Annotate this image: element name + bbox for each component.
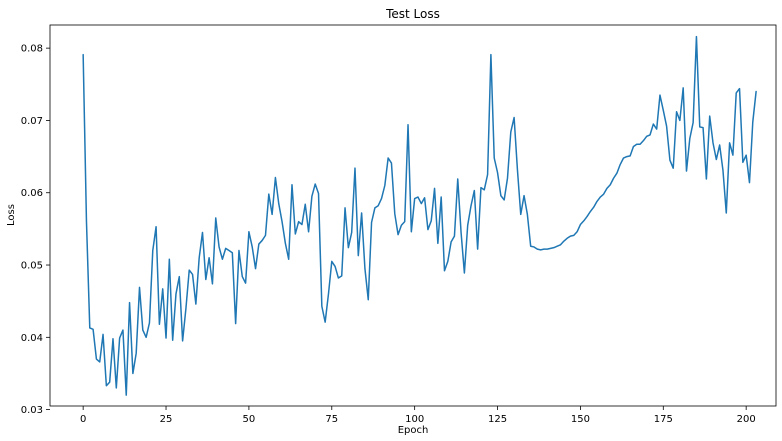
x-tick-label: 200 — [737, 414, 756, 425]
x-tick-label: 0 — [80, 414, 86, 425]
x-tick-label: 75 — [325, 414, 338, 425]
x-tick-label: 50 — [243, 414, 256, 425]
y-tick-label: 0.03 — [21, 405, 43, 416]
x-tick-label: 100 — [405, 414, 424, 425]
y-tick-label: 0.05 — [21, 261, 43, 272]
x-tick-label: 125 — [488, 414, 507, 425]
x-tick-label: 175 — [654, 414, 673, 425]
x-tick-label: 25 — [160, 414, 173, 425]
y-tick-label: 0.07 — [21, 116, 43, 127]
plot-area — [49, 24, 777, 407]
x-axis-label: Epoch — [398, 425, 429, 436]
y-tick-label: 0.08 — [21, 44, 43, 55]
y-axis-label: Loss — [6, 204, 17, 226]
series-line-test-loss — [82, 35, 757, 396]
y-tick-label: 0.04 — [21, 333, 43, 344]
axes-frame — [49, 24, 777, 407]
x-tick-label: 150 — [571, 414, 590, 425]
y-axis-ticks: 0.03 0.04 0.05 0.06 0.07 0.08 — [21, 44, 50, 416]
y-tick-label: 0.06 — [21, 188, 43, 199]
chart-title: Test Loss — [385, 7, 440, 21]
x-axis-ticks: 0 25 50 75 100 125 150 175 200 — [80, 406, 756, 425]
